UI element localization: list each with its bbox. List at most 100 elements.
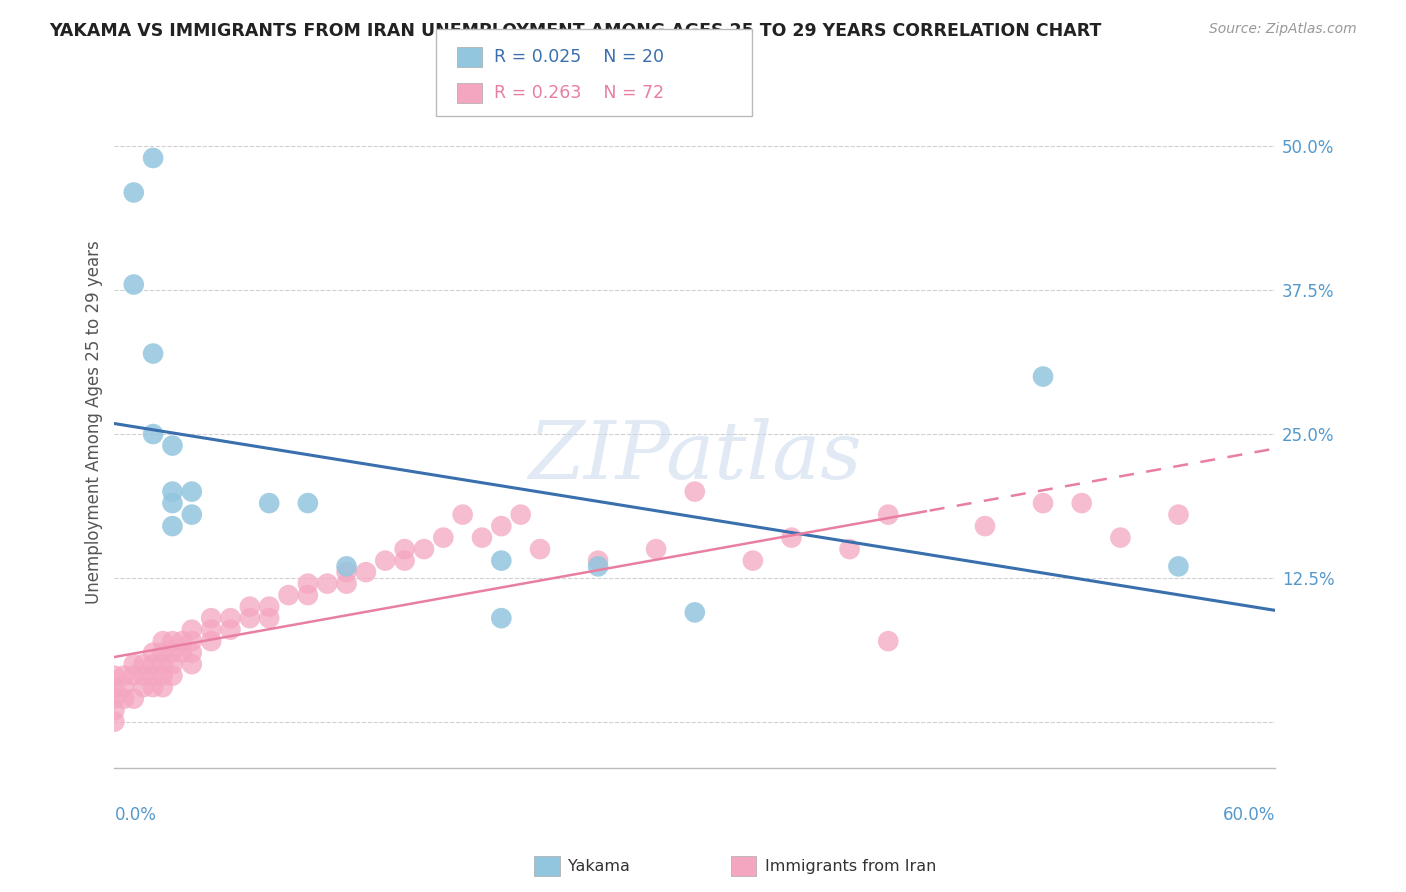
Point [432,531,454,545]
Point [200,611,222,625]
Point [152,680,174,694]
Point [180,484,202,499]
Point [1109,531,1132,545]
Point [112,680,135,694]
Point [132,680,155,694]
Point [316,576,339,591]
Text: ZIPatlas: ZIPatlas [529,418,862,496]
Point [974,519,997,533]
Point [257,496,280,510]
Point [335,565,357,579]
Point [780,531,803,545]
Point [103,668,125,682]
Point [200,623,222,637]
Point [122,657,145,672]
Point [180,508,202,522]
Text: R = 0.263    N = 72: R = 0.263 N = 72 [494,84,664,102]
Point [586,554,609,568]
Point [683,606,706,620]
Point [257,611,280,625]
Point [152,657,174,672]
Point [491,554,513,568]
Point [142,668,165,682]
Point [471,531,494,545]
Point [277,588,299,602]
Point [142,646,165,660]
Point [200,634,222,648]
Point [122,277,145,292]
Point [1167,559,1189,574]
Point [335,559,357,574]
Text: 0.0%: 0.0% [114,805,156,823]
Point [103,691,125,706]
Point [491,519,513,533]
Point [172,646,194,660]
Point [172,634,194,648]
Text: Source: ZipAtlas.com: Source: ZipAtlas.com [1209,22,1357,37]
Point [103,680,125,694]
Point [180,623,202,637]
Point [152,646,174,660]
Point [122,691,145,706]
Point [142,151,165,165]
Point [142,427,165,442]
Point [413,542,436,557]
Point [180,634,202,648]
Point [451,508,474,522]
Point [132,657,155,672]
Point [103,714,125,729]
Point [162,646,184,660]
Point [1032,369,1054,384]
Point [162,484,184,499]
Point [219,611,242,625]
Y-axis label: Unemployment Among Ages 25 to 29 years: Unemployment Among Ages 25 to 29 years [86,241,103,605]
Point [354,565,377,579]
Point [509,508,531,522]
Point [162,634,184,648]
Point [239,599,262,614]
Point [1070,496,1092,510]
Text: R = 0.025    N = 20: R = 0.025 N = 20 [494,48,664,66]
Point [112,668,135,682]
Point [374,554,396,568]
Point [152,634,174,648]
Point [162,519,184,533]
Point [142,346,165,360]
Point [132,668,155,682]
Point [112,691,135,706]
Point [162,657,184,672]
Text: Yakama: Yakama [568,859,630,873]
Point [586,559,609,574]
Text: 60.0%: 60.0% [1223,805,1275,823]
Point [394,554,416,568]
Point [297,588,319,602]
Point [219,623,242,637]
Text: Immigrants from Iran: Immigrants from Iran [765,859,936,873]
Point [877,508,900,522]
Point [394,542,416,557]
Text: YAKAMA VS IMMIGRANTS FROM IRAN UNEMPLOYMENT AMONG AGES 25 TO 29 YEARS CORRELATIO: YAKAMA VS IMMIGRANTS FROM IRAN UNEMPLOYM… [49,22,1101,40]
Point [142,657,165,672]
Point [838,542,860,557]
Point [645,542,668,557]
Point [162,668,184,682]
Point [529,542,551,557]
Point [152,668,174,682]
Point [239,611,262,625]
Point [142,680,165,694]
Point [103,703,125,717]
Point [877,634,900,648]
Point [741,554,763,568]
Point [683,484,706,499]
Point [1167,508,1189,522]
Point [180,646,202,660]
Point [297,496,319,510]
Point [122,186,145,200]
Point [122,668,145,682]
Point [257,599,280,614]
Point [180,657,202,672]
Point [491,611,513,625]
Point [335,576,357,591]
Point [1032,496,1054,510]
Point [162,496,184,510]
